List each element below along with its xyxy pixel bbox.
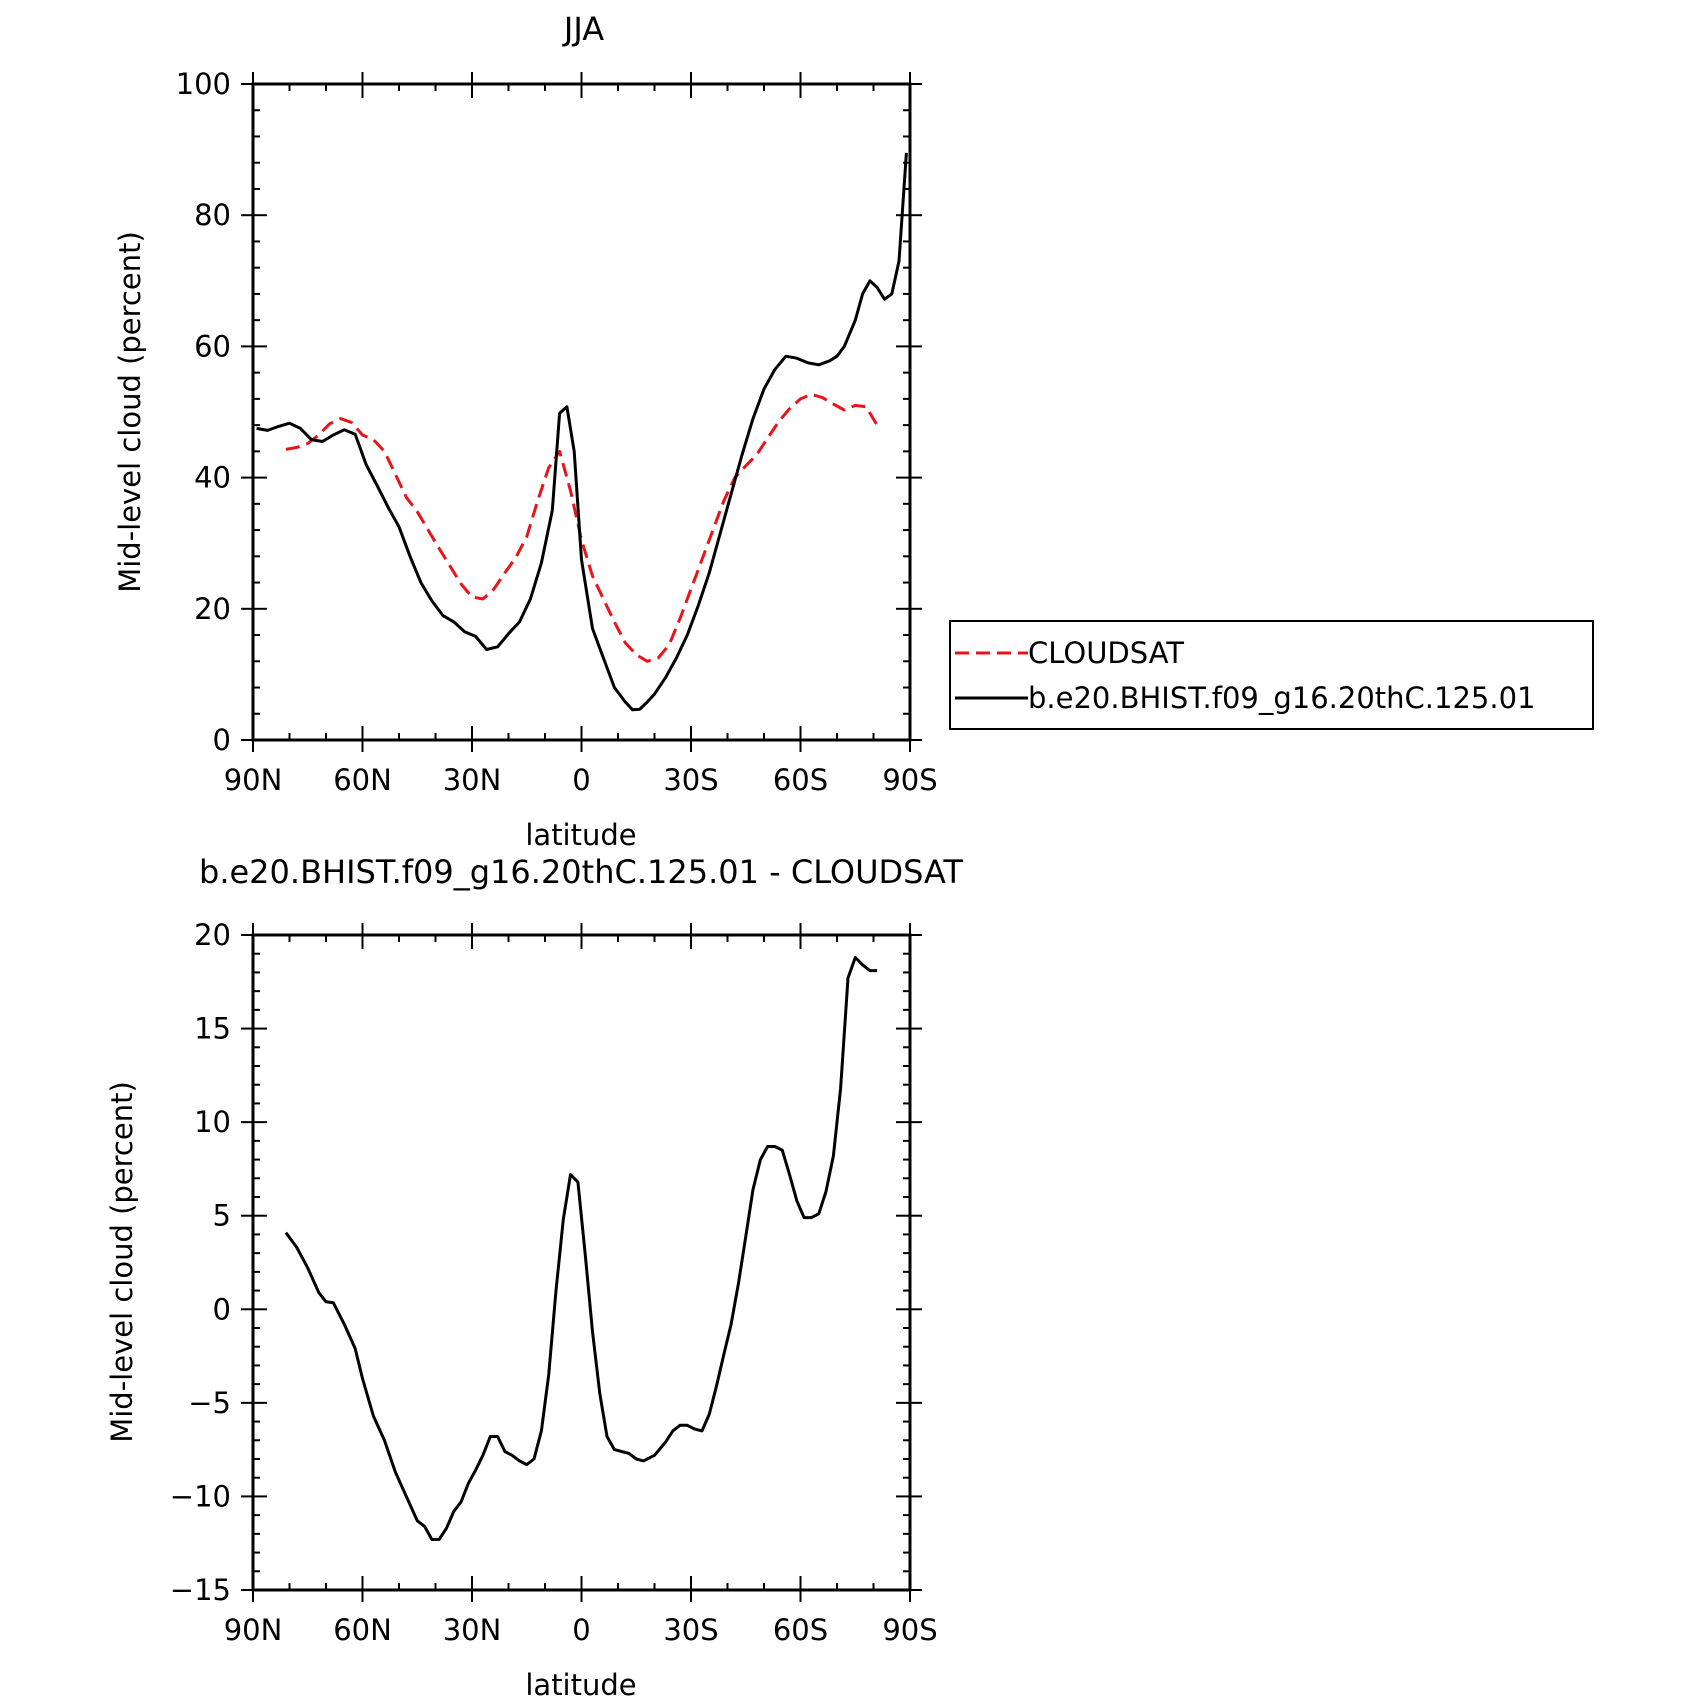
x-tick-label: 90S <box>882 1613 937 1647</box>
legend-box <box>949 620 1594 730</box>
x-tick-label: 60S <box>773 763 828 797</box>
bottom-series-lines <box>284 956 878 1541</box>
y-tick-label: −5 <box>188 1386 231 1420</box>
bottom-plot-frame <box>251 933 912 1592</box>
y-tick-label: 60 <box>194 329 231 363</box>
bottom-y-axis-label: Mid-level cloud (percent) <box>105 1081 139 1443</box>
top-x-axis: 90N 60N 30N 0 30S 60S 90S <box>224 72 938 797</box>
x-tick-label: 60N <box>333 763 392 797</box>
y-tick-label: 15 <box>194 1012 231 1046</box>
x-tick-label: 0 <box>572 763 590 797</box>
x-tick-label: 60S <box>773 1613 828 1647</box>
bottom-chart-title: b.e20.BHIST.f09_g16.20thC.125.01 - CLOUD… <box>199 853 963 891</box>
y-tick-label: 100 <box>176 67 231 101</box>
y-tick-label: 80 <box>194 198 231 232</box>
y-tick-label: 0 <box>213 1292 231 1326</box>
y-tick-label: −15 <box>170 1573 231 1607</box>
bottom-x-axis: 90N 60N 30N 0 30S 60S 90S <box>224 923 938 1647</box>
x-tick-label: 30S <box>663 763 718 797</box>
top-series-lines <box>256 152 908 712</box>
y-tick-label: 40 <box>194 461 231 495</box>
legend-label-model: b.e20.BHIST.f09_g16.20thC.125.01 <box>1028 681 1535 715</box>
top-chart-panel: JJA 90N 60N 30N 0 30S 60S 90S 0 20 40 60 80 100 lat… <box>113 10 1594 852</box>
bottom-y-axis: −15 −10 −5 0 5 10 15 20 <box>170 918 922 1607</box>
y-tick-label: 0 <box>213 723 231 757</box>
x-tick-label: 30N <box>443 1613 502 1647</box>
x-tick-label: 90N <box>224 1613 283 1647</box>
y-tick-label: 20 <box>194 592 231 626</box>
x-tick-label: 60N <box>333 1613 392 1647</box>
bottom-x-axis-label: latitude <box>525 1668 636 1702</box>
x-tick-label: 30N <box>443 763 502 797</box>
y-tick-label: −10 <box>170 1479 231 1513</box>
bottom-chart-panel: b.e20.BHIST.f09_g16.20thC.125.01 - CLOUD… <box>105 853 963 1702</box>
x-tick-label: 0 <box>572 1613 590 1647</box>
y-tick-label: 20 <box>194 918 231 952</box>
legend: CLOUDSAT b.e20.BHIST.f09_g16.20thC.125.0… <box>949 620 1594 730</box>
series-line-0-1 <box>256 152 908 712</box>
x-tick-label: 90N <box>224 763 283 797</box>
top-chart-title: JJA <box>562 10 604 48</box>
y-tick-label: 5 <box>213 1199 231 1233</box>
top-y-axis-label: Mid-level cloud (percent) <box>113 231 147 593</box>
top-x-axis-label: latitude <box>525 818 636 852</box>
series-line-1-0 <box>284 956 878 1541</box>
top-plot-frame <box>251 82 912 742</box>
series-line-0-0 <box>285 392 879 663</box>
x-tick-label: 90S <box>882 763 937 797</box>
legend-label-cloudsat: CLOUDSAT <box>1028 636 1184 670</box>
x-tick-label: 30S <box>663 1613 718 1647</box>
top-y-axis: 0 20 40 60 80 100 <box>176 67 922 757</box>
y-tick-label: 10 <box>194 1105 231 1139</box>
